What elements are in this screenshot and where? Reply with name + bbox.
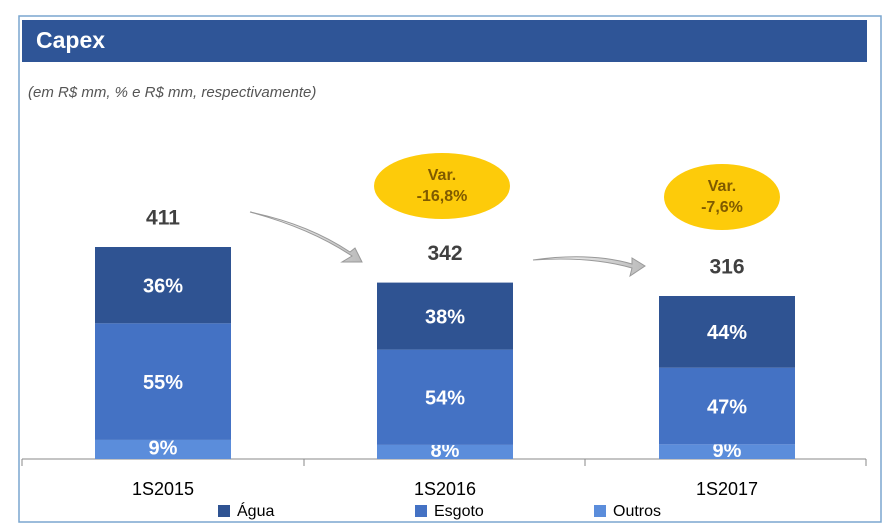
annotation-text: -7,6% [701, 199, 743, 216]
data-label: 36% [143, 275, 183, 297]
arrow [249, 211, 363, 263]
subtitle: (em R$ mm, % e R$ mm, respectivamente) [28, 84, 316, 101]
total-label: 316 [709, 256, 744, 279]
data-label: 9% [149, 438, 178, 460]
annotation-text: Var. [708, 178, 736, 195]
bar-segment [377, 282, 513, 350]
legend-swatch [594, 505, 606, 517]
annotation-text: Var. [428, 167, 456, 184]
x-tick-label: 1S2017 [696, 479, 758, 499]
data-label: 8% [431, 440, 460, 462]
legend-label: Água [237, 501, 274, 520]
axis-ticks [21, 459, 867, 466]
bar-segment [95, 247, 231, 324]
bar-segment [95, 323, 231, 440]
data-label: 55% [143, 372, 183, 394]
x-tick-label: 1S2016 [414, 479, 476, 499]
bar-segment [659, 367, 795, 445]
legend-label: Esgoto [434, 503, 484, 520]
data-label: 44% [707, 322, 747, 344]
total-label: 411 [146, 207, 180, 230]
bar-segment [377, 444, 513, 459]
data-label: 47% [707, 396, 747, 418]
chart-title: Capex [36, 27, 105, 53]
total-label: 342 [427, 242, 462, 265]
x-tick-label: 1S2015 [132, 479, 194, 499]
bar-segment [659, 444, 795, 459]
legend-swatch [415, 505, 427, 517]
data-label: 38% [425, 306, 465, 328]
data-label: 9% [713, 440, 742, 462]
annotation-bubble [374, 153, 510, 219]
bar-segment [95, 439, 231, 459]
annotation-text: -16,8% [417, 188, 468, 205]
annotation-bubble [664, 164, 780, 230]
data-label: 54% [425, 388, 465, 410]
bar-segment [659, 296, 795, 368]
bar-segment [377, 349, 513, 445]
legend-label: Outros [613, 503, 661, 520]
header-bar [22, 20, 867, 62]
arrow [532, 256, 646, 278]
legend-swatch [218, 505, 230, 517]
